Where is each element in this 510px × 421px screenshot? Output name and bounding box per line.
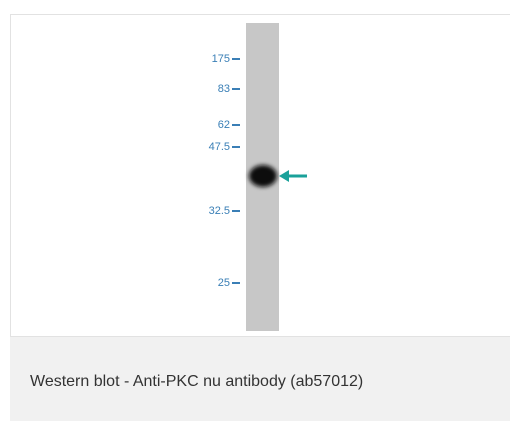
- marker-label: 175: [212, 53, 230, 65]
- arrow: [279, 170, 307, 182]
- marker-tick: [232, 146, 240, 148]
- caption: Western blot - Anti-PKC nu antibody (ab5…: [10, 337, 510, 421]
- marker-tick: [232, 124, 240, 126]
- marker-tick: [232, 210, 240, 212]
- marker-tick: [232, 88, 240, 90]
- marker-label: 62: [218, 119, 230, 131]
- figure: 175 83 62 47.5 32.5 25 Western blot - An…: [0, 0, 510, 421]
- markers: 175 83 62 47.5 32.5 25: [209, 53, 240, 289]
- marker-tick: [232, 58, 240, 60]
- marker-label: 25: [218, 277, 230, 289]
- marker-label: 47.5: [209, 141, 230, 153]
- blot-image: 175 83 62 47.5 32.5 25: [10, 14, 510, 337]
- marker-label: 32.5: [209, 205, 230, 217]
- marker-tick: [232, 282, 240, 284]
- band: [249, 165, 277, 187]
- marker-label: 83: [218, 83, 230, 95]
- blot: 175 83 62 47.5 32.5 25: [11, 15, 510, 336]
